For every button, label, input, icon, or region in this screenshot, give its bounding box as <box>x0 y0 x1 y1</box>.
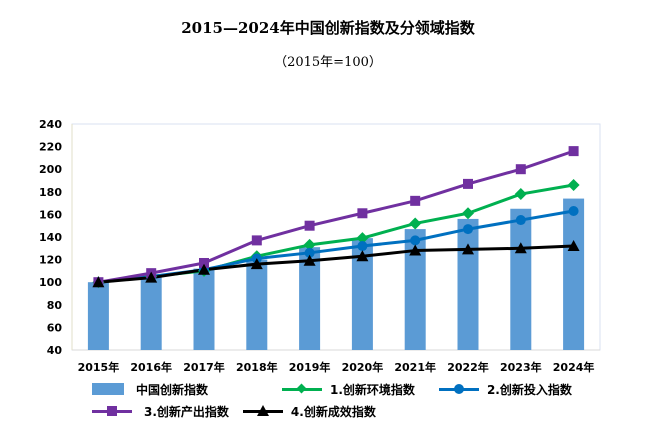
series-3-point <box>251 235 262 246</box>
legend-item-1: 1.创新环境指数 <box>282 381 415 398</box>
series-4-point <box>356 250 369 262</box>
bar-2020年 <box>351 238 373 350</box>
series-4-point <box>250 258 263 270</box>
series-line-3 <box>98 149 575 284</box>
bar-2017年 <box>193 268 215 350</box>
series-3-point <box>410 195 421 206</box>
x-tick-label: 2015年 <box>78 360 120 374</box>
series-line-2 <box>98 209 574 284</box>
x-tick-label: 2021年 <box>394 360 436 374</box>
legend-item-0: 中国创新指数 <box>88 381 208 398</box>
series-4-point <box>409 244 422 256</box>
series-2-point <box>357 241 368 252</box>
series-2-point <box>410 235 421 246</box>
series-1-point <box>303 238 316 251</box>
legend-square-marker-icon <box>92 405 132 417</box>
bar-2022年 <box>457 218 479 350</box>
chart-subtitle: （2015年=100） <box>274 55 382 70</box>
legend-label: 中国创新指数 <box>136 382 209 397</box>
series-1-point <box>514 188 527 201</box>
series-4-point <box>198 263 210 275</box>
bar-2021年 <box>404 229 426 350</box>
y-tick-label: 100 <box>39 276 62 289</box>
series-3-point <box>357 208 368 219</box>
y-tick-label: 80 <box>47 299 63 312</box>
legend-circle-marker-icon <box>438 383 479 395</box>
chart-title: 2015—2024年中国创新指数及分领域指数 <box>181 19 475 37</box>
legend-item-2: 2.创新投入指数 <box>438 381 572 398</box>
y-tick-label: 120 <box>39 254 62 267</box>
series-3-point <box>515 164 526 175</box>
legend-label: 4.创新成效指数 <box>290 404 376 419</box>
legend-label: 2.创新投入指数 <box>486 382 572 397</box>
series-4-point <box>462 243 474 255</box>
bar-2019年 <box>299 247 321 350</box>
x-tick-label: 2017年 <box>183 360 225 374</box>
series-2-point <box>568 206 579 217</box>
y-tick-label: 160 <box>39 208 62 221</box>
legend-diamond-marker-icon <box>282 383 323 395</box>
series-3-point <box>463 178 473 189</box>
bar-2024年 <box>563 198 585 350</box>
series-3-point <box>304 220 315 231</box>
y-tick-label: 60 <box>47 321 63 334</box>
x-tick-label: 2018年 <box>236 360 278 374</box>
legend-label: 1.创新环境指数 <box>330 382 415 397</box>
bar-2023年 <box>510 208 532 350</box>
series-4-point <box>514 242 527 254</box>
y-tick-label: 40 <box>47 344 63 357</box>
legend-bar-swatch-icon <box>88 383 128 395</box>
bar-2015年 <box>87 282 109 350</box>
legend-triangle-marker-icon <box>242 405 283 417</box>
y-tick-label: 140 <box>39 231 62 244</box>
y-tick-label: 240 <box>39 118 62 131</box>
series-1-point <box>356 232 369 245</box>
x-tick-label: 2019年 <box>289 360 331 374</box>
x-tick-label: 2020年 <box>342 360 384 374</box>
y-tick-label: 180 <box>39 186 62 199</box>
series-1-point <box>409 217 422 230</box>
legend-item-4: 4.创新成效指数 <box>242 403 376 420</box>
x-tick-label: 2024年 <box>553 360 595 374</box>
series-2-point <box>304 247 315 258</box>
y-tick-label: 200 <box>39 163 62 176</box>
series-line-4 <box>98 244 574 284</box>
x-tick-label: 2022年 <box>447 360 489 374</box>
series-4-point <box>145 271 158 283</box>
series-1-point <box>462 207 474 220</box>
series-3-point <box>199 257 209 268</box>
legend-item-3: 3.创新产出指数 <box>92 403 229 420</box>
series-4-point <box>567 240 580 252</box>
series-4-point <box>92 276 105 288</box>
legend-label: 3.创新产出指数 <box>144 404 229 419</box>
series-2-point <box>515 215 526 226</box>
series-2-point <box>463 224 473 235</box>
legend: 中国创新指数 1.创新环境指数 2.创新投入指数 3.创新产出指数 <box>88 378 628 422</box>
series-3-point <box>568 146 579 157</box>
bar-2016年 <box>140 275 162 350</box>
bar-2018年 <box>246 259 268 350</box>
x-tick-label: 2016年 <box>130 360 172 374</box>
series-line-1 <box>98 183 574 284</box>
series-1-point <box>567 179 580 192</box>
y-tick-label: 220 <box>39 141 62 154</box>
series-4-point <box>303 254 316 266</box>
x-tick-label: 2023年 <box>500 360 542 374</box>
